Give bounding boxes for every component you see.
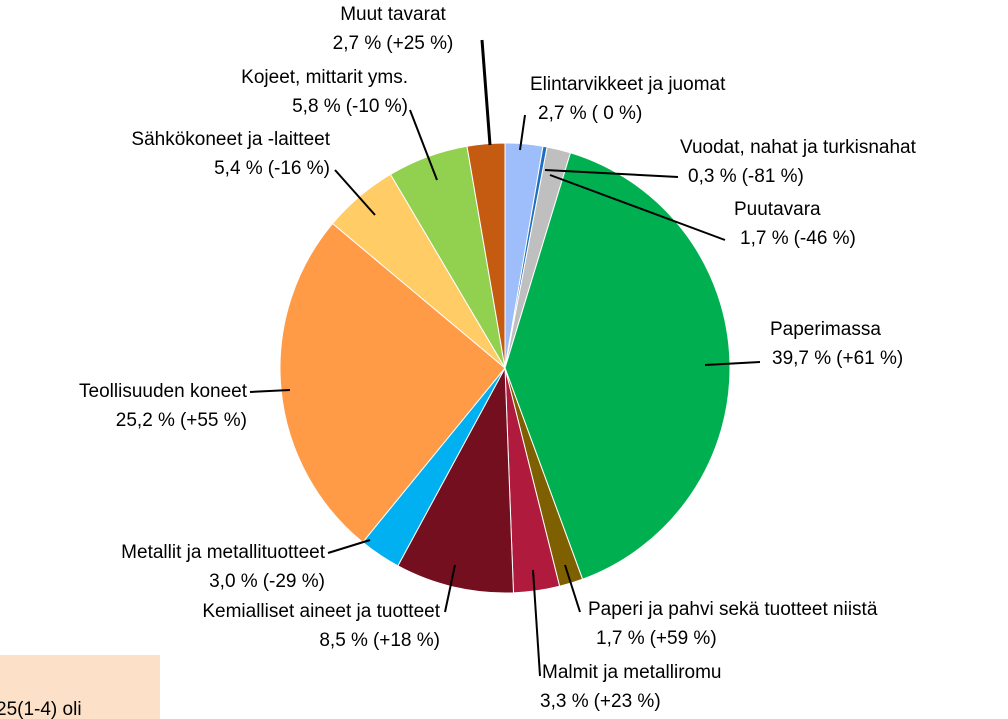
change-label: (+23 %) (594, 691, 661, 712)
value-label: 1,7 % (596, 628, 645, 649)
leader-line (249, 389, 291, 393)
leader-line (532, 569, 541, 677)
slice-value: 25,2 % (+55 %) (116, 410, 247, 431)
slice-value: 2,7 %( 0 %) (538, 103, 642, 124)
change-label: (+59 %) (650, 628, 717, 649)
change-label: (+18 %) (373, 630, 440, 651)
slice-value: 1,7 % (+59 %) (596, 628, 717, 649)
slice-name: Kemialliset aineet ja tuotteet (202, 601, 440, 622)
slice-value: 3,3 % (+23 %) (540, 691, 661, 712)
value-label: 5,8 % (292, 96, 341, 117)
leader-line (549, 174, 726, 241)
slice-name: Sähkökoneet ja -laitteet (131, 129, 330, 150)
change-label: (+55 %) (180, 410, 247, 431)
change-label: (-16 %) (268, 158, 330, 179)
value-label: 8,5 % (319, 630, 368, 651)
slice-value: 0,3 % (-81 %) (688, 166, 804, 187)
pie-slice (504, 152, 731, 580)
value-label: 2,7 % (333, 33, 382, 54)
note-box (0, 655, 160, 719)
change-label: (-46 %) (794, 228, 856, 249)
leader-line (544, 169, 679, 178)
change-label: (-29 %) (263, 571, 325, 592)
change-label: (-81 %) (742, 166, 804, 187)
value-label: 5,4 % (214, 158, 263, 179)
slice-value: 1,7 % (-46 %) (740, 228, 856, 249)
slice-value: 5,8 % (-10 %) (292, 96, 408, 117)
value-label: 39,7 % (772, 348, 831, 369)
value-label: 3,0 % (209, 571, 258, 592)
change-label: (+61 %) (836, 348, 903, 369)
value-label: 2,7 % (538, 103, 587, 124)
leader-line (519, 114, 526, 151)
value-label: 1,7 % (740, 228, 789, 249)
slice-name: Paperi ja pahvi sekä tuotteet niistä (588, 599, 878, 620)
leader-line (564, 564, 581, 613)
slice-value: 3,0 % (-29 %) (209, 571, 325, 592)
slice-value: 2,7 % (+25 %) (333, 33, 454, 54)
slice-value: 39,7 % (+61 %) (772, 348, 903, 369)
slice-value: 8,5 % (+18 %) (319, 630, 440, 651)
pie-slice (279, 222, 506, 543)
change-label: (+25 %) (386, 33, 453, 54)
leader-line (334, 169, 376, 216)
value-label: 0,3 % (688, 166, 737, 187)
slice-name: Malmit ja metalliromu (542, 662, 721, 683)
value-label: 3,3 % (540, 691, 589, 712)
slice-name: Vuodat, nahat ja turkisnahat (680, 137, 917, 158)
note-text: 25(1-4) oli (0, 699, 82, 719)
leader-line (704, 361, 761, 366)
leader-line (327, 539, 371, 554)
slice-name: Teollisuuden koneet (79, 381, 248, 402)
value-label: 25,2 % (116, 410, 175, 431)
leader-line (480, 39, 492, 146)
slice-name: Elintarvikkeet ja juomat (530, 74, 726, 95)
slice-name: Metallit ja metallituotteet (121, 542, 326, 563)
change-label: (-10 %) (346, 96, 408, 117)
slice-name: Kojeet, mittarit yms. (241, 67, 408, 88)
slice-name: Paperimassa (770, 319, 881, 340)
slice-name: Puutavara (734, 199, 821, 220)
slice-name: Muut tavarat (340, 4, 446, 25)
slice-value: 5,4 % (-16 %) (214, 158, 330, 179)
change-label: ( 0 %) (592, 103, 643, 124)
leader-line (444, 564, 456, 613)
leader-line (409, 109, 438, 181)
pie-slice (466, 142, 506, 369)
pie-slice (397, 366, 514, 594)
